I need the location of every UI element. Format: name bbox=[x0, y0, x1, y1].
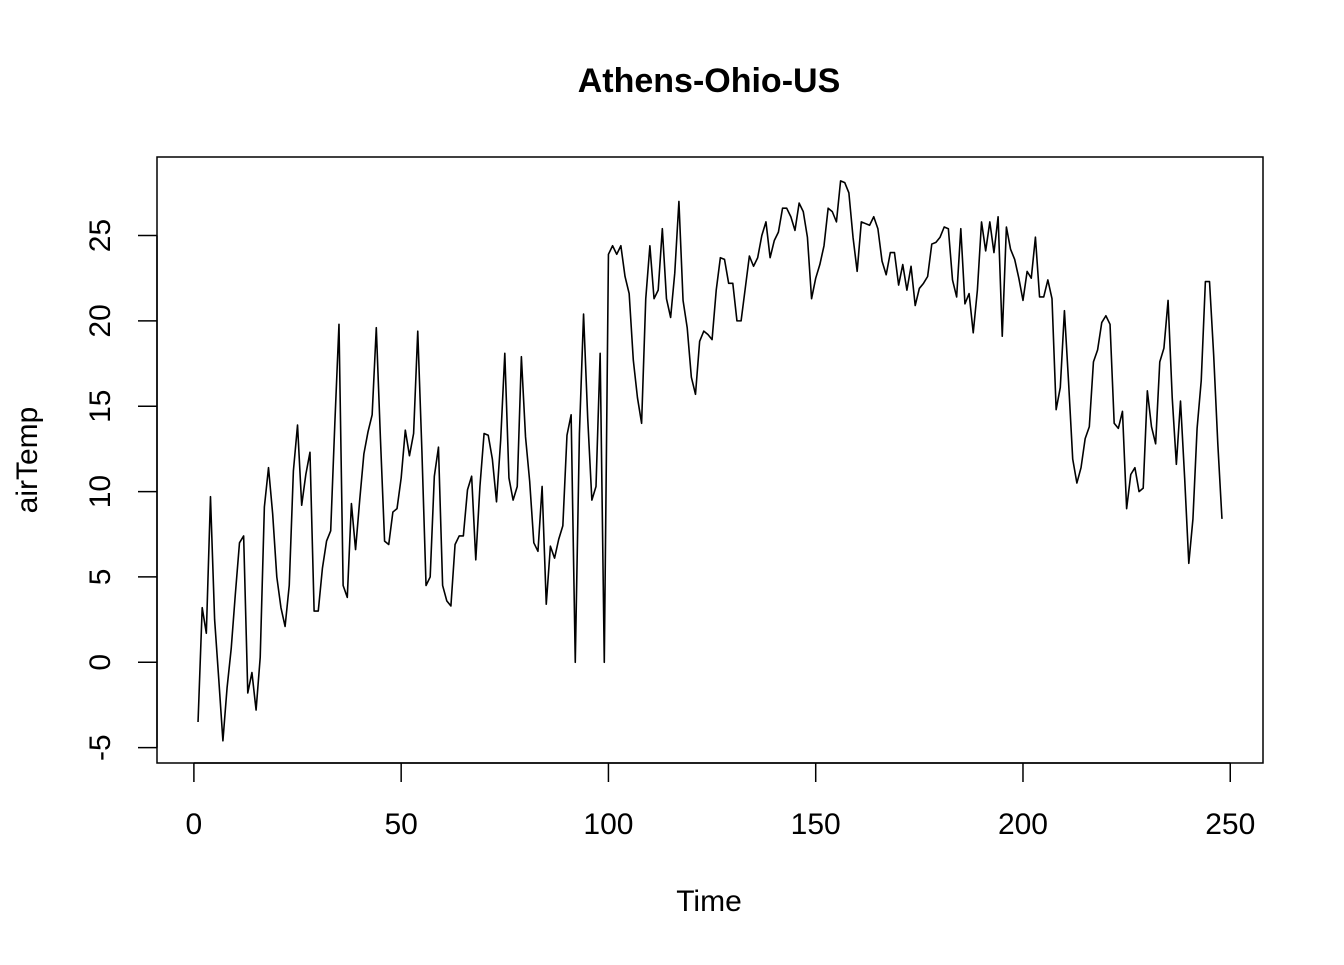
x-tick-label: 0 bbox=[186, 808, 203, 841]
x-tick-label: 150 bbox=[791, 808, 841, 841]
y-tick-label: 25 bbox=[84, 219, 117, 252]
y-axis-label: airTemp bbox=[11, 407, 44, 514]
x-axis-label: Time bbox=[676, 885, 742, 918]
y-tick-label: 5 bbox=[84, 569, 117, 586]
y-tick-label: 15 bbox=[84, 390, 117, 423]
y-tick-label: 20 bbox=[84, 304, 117, 337]
x-tick-label: 50 bbox=[384, 808, 417, 841]
x-axis: 0 50 100 150 200 250 bbox=[186, 762, 1255, 841]
chart-title: Athens-Ohio-US bbox=[578, 62, 841, 100]
series-line bbox=[197, 180, 1223, 742]
x-tick-label: 250 bbox=[1205, 808, 1255, 841]
y-tick-label: 0 bbox=[84, 654, 117, 671]
x-tick-label: 100 bbox=[583, 808, 633, 841]
y-tick-label: 10 bbox=[84, 475, 117, 508]
x-tick-label: 200 bbox=[998, 808, 1048, 841]
y-axis: -5 0 5 10 15 20 25 bbox=[84, 219, 158, 761]
series-layer bbox=[197, 180, 1223, 742]
y-tick-label: -5 bbox=[84, 734, 117, 761]
